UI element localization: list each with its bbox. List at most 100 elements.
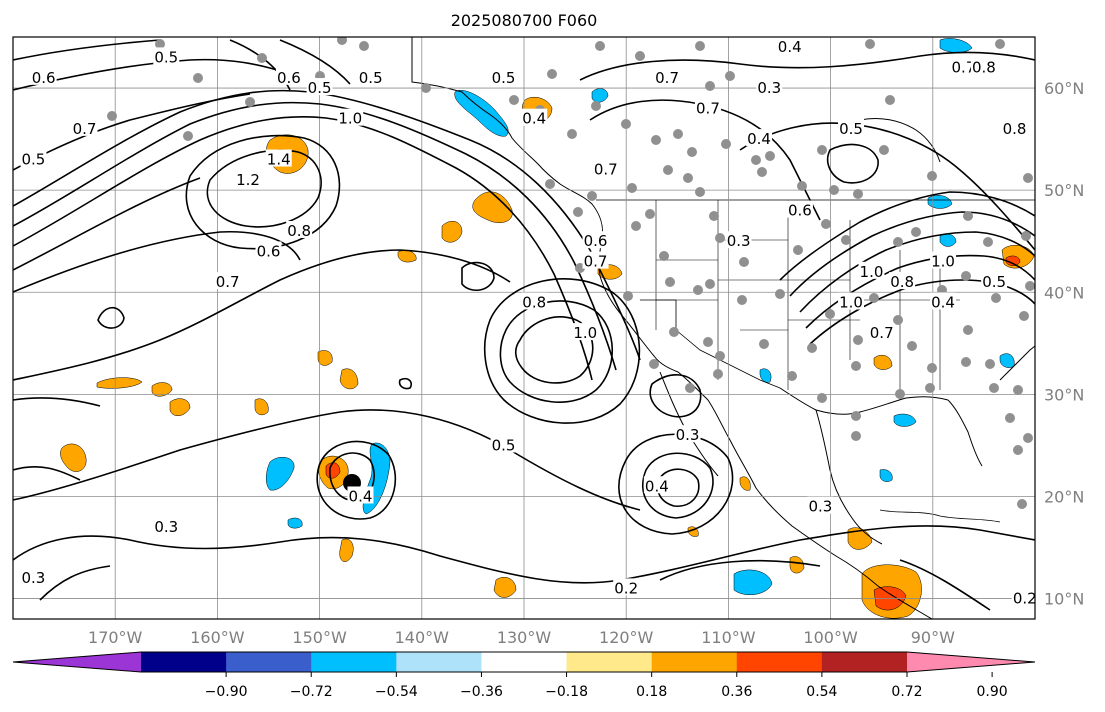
cuba-coast: [879, 509, 1001, 523]
contour-label: 0.3: [757, 79, 781, 97]
station-dot: [685, 383, 695, 393]
contour-line: [484, 278, 641, 424]
contour-label: 0.5: [154, 48, 178, 66]
contour-label-background: [930, 292, 957, 310]
contour-label: 0.7: [952, 59, 976, 77]
station-dot: [1025, 281, 1035, 291]
contour-label: 0.5: [359, 69, 383, 87]
station-dot: [1013, 445, 1023, 455]
contour-label: 0.5: [492, 436, 516, 454]
figure-title: 2025080700 F060: [451, 11, 598, 30]
contour-label: 1.0: [860, 263, 884, 281]
station-dot: [567, 129, 577, 139]
contour-line: [13, 93, 251, 171]
state-borders: [655, 200, 960, 400]
contour-label-background: [255, 241, 282, 259]
station-dot: [705, 279, 715, 289]
contour-label-background: [582, 231, 609, 249]
longitude-tick-label: 160°W: [190, 628, 245, 647]
station-dot: [421, 83, 431, 93]
us-mexico-border: [640, 299, 781, 389]
contour-label: 0.3: [154, 518, 178, 536]
station-dot: [853, 335, 863, 345]
pacific-coastline: [411, 37, 933, 619]
station-dot: [925, 383, 935, 393]
station-dot: [663, 165, 673, 175]
contour-label: 0.8: [1003, 120, 1027, 138]
station-dot: [591, 101, 601, 111]
contour-label: 0.6: [32, 69, 56, 87]
shade-patch: [169, 398, 191, 416]
station-dot: [183, 131, 193, 141]
shade-patch: [1005, 255, 1021, 266]
contour-label-background: [490, 67, 517, 85]
station-dot: [715, 351, 725, 361]
contour-line: [739, 122, 1035, 251]
contour-label-background: [654, 67, 681, 85]
latitude-tick-label: 30°N: [1044, 385, 1084, 404]
contour-label-background: [275, 67, 302, 85]
station-dot: [631, 221, 641, 231]
contour-label: 1.4: [267, 151, 291, 169]
station-dot: [851, 361, 861, 371]
station-dot: [927, 171, 937, 181]
colorbar-segment: [736, 652, 823, 672]
station-dot: [547, 69, 557, 79]
station-dot: [961, 271, 971, 281]
longitude-tick-label: 90°W: [911, 628, 955, 647]
contour-label-background: [838, 118, 865, 136]
station-dot: [793, 245, 803, 255]
station-dot: [645, 209, 655, 219]
station-dot: [337, 37, 347, 45]
contour-line: [39, 565, 111, 601]
station-dot: [869, 293, 879, 303]
contour-label: 0.2: [1013, 590, 1037, 608]
station-dot: [695, 187, 705, 197]
latitude-tick-label: 40°N: [1044, 283, 1084, 302]
station-dot: [359, 41, 369, 51]
contour-label: 0.6: [257, 242, 281, 260]
station-dot: [991, 293, 1001, 303]
contour-label-background: [572, 323, 599, 341]
station-dot: [713, 369, 723, 379]
contour-line: [316, 440, 396, 520]
station-dot: [851, 431, 861, 441]
contour-label: 0.7: [73, 120, 97, 138]
contour-label: 0.3: [22, 569, 46, 587]
station-dot: [693, 285, 703, 295]
contour-line: [13, 116, 593, 381]
longitude-tick-label: 110°W: [701, 628, 756, 647]
station-dot: [757, 167, 767, 177]
station-dot: [245, 97, 255, 107]
shade-patch: [759, 368, 772, 383]
contour-line: [13, 397, 101, 481]
shade-patch: [339, 368, 359, 390]
shade-patch: [893, 413, 917, 427]
station-dot: [695, 41, 705, 51]
shade-patch: [927, 195, 953, 209]
station-dot: [1023, 173, 1033, 183]
contour-label-background: [858, 261, 885, 279]
shade-patch: [254, 398, 269, 416]
colorbar-segment: [481, 652, 568, 672]
contour-label: 0.8: [287, 222, 311, 240]
shade-patch: [733, 569, 773, 596]
contour-label-background: [776, 37, 803, 55]
station-dot: [963, 211, 973, 221]
station-dot: [705, 81, 715, 91]
station-dot: [821, 219, 831, 229]
station-dot: [895, 389, 905, 399]
florida-coast: [947, 399, 983, 467]
shade-patch: [441, 220, 463, 243]
colorbar-tick-label: 0.72: [891, 684, 922, 700]
longitude-tick-label: 100°W: [803, 628, 858, 647]
contour-label: 0.8: [522, 293, 546, 311]
station-dot: [621, 119, 631, 129]
station-dot: [739, 257, 749, 267]
contour-label-background: [613, 578, 640, 596]
station-dot: [829, 185, 839, 195]
station-dot: [817, 145, 827, 155]
shade-patch: [879, 469, 893, 482]
contour-lines: [13, 39, 1035, 611]
